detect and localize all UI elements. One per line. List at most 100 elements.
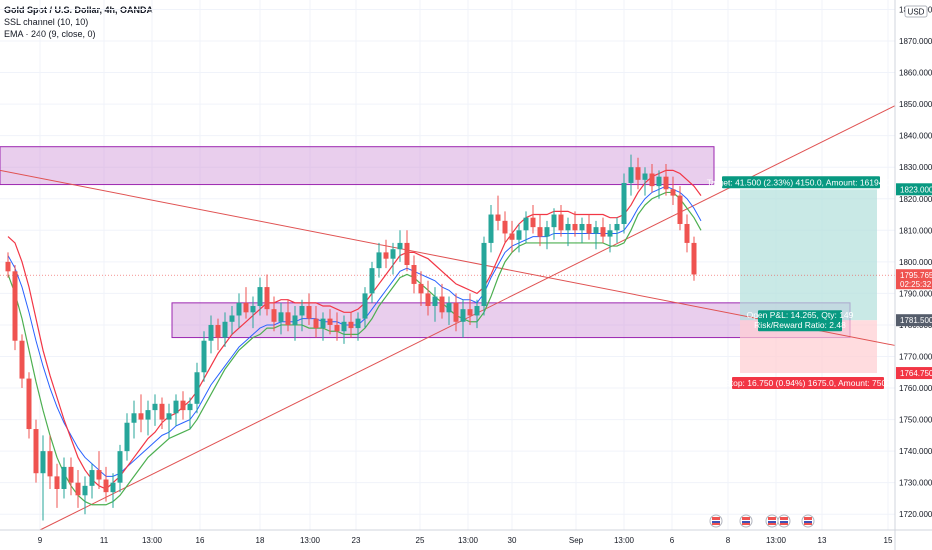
- candle-body: [124, 422, 130, 452]
- candle-body: [551, 214, 557, 228]
- economic-event-icon[interactable]: [777, 514, 791, 528]
- candle-body: [152, 403, 158, 411]
- candle: [166, 403, 172, 439]
- candle-body: [411, 265, 417, 284]
- candle-body: [5, 261, 11, 272]
- candle: [271, 296, 277, 332]
- candle-body: [145, 410, 151, 420]
- economic-event-icon[interactable]: [801, 514, 815, 528]
- candle-body: [40, 451, 46, 474]
- current-price-label-text: 1795.765: [900, 271, 932, 280]
- y-tick-label: 1760.000: [899, 384, 932, 393]
- x-tick-label: 23: [352, 536, 361, 545]
- candle: [467, 293, 473, 325]
- candle: [19, 334, 25, 389]
- candle-body: [572, 223, 578, 231]
- target-price-label: 1823.000: [896, 183, 932, 196]
- candle: [488, 205, 494, 253]
- stop-label: Stop: 16.750 (0.94%) 1675.0, Amount: 750…: [725, 377, 891, 390]
- candle: [691, 236, 697, 281]
- entry-price-label-bg: [896, 314, 932, 327]
- candle: [215, 318, 221, 351]
- candle-body: [397, 242, 403, 250]
- candle-body: [278, 312, 284, 322]
- y-tick-label: 1750.000: [899, 416, 932, 425]
- candle-body: [187, 403, 193, 411]
- event-stripe: [768, 517, 776, 520]
- candle: [313, 306, 319, 338]
- candle-body: [236, 302, 242, 316]
- event-stripe: [780, 523, 788, 525]
- currency-label: USD: [908, 8, 925, 17]
- candle: [663, 164, 669, 196]
- candle-body: [593, 227, 599, 234]
- economic-event-icon[interactable]: [709, 514, 723, 528]
- x-tick-label: 13:00: [142, 536, 163, 545]
- candle-body: [509, 233, 515, 240]
- candle: [341, 315, 347, 344]
- x-tick-label: 13:00: [766, 536, 787, 545]
- y-tick-label: 1840.000: [899, 132, 932, 141]
- economic-event-icon[interactable]: [739, 514, 753, 528]
- candle: [103, 466, 109, 502]
- candle: [54, 463, 60, 508]
- candle-body: [530, 217, 536, 228]
- candle: [306, 293, 312, 325]
- stop-label-text: Stop: 16.750 (0.94%) 1675.0, Amount: 750…: [725, 378, 891, 388]
- position-tool: [740, 189, 877, 374]
- candle-body: [481, 242, 487, 307]
- candle: [481, 236, 487, 316]
- target-label-text: Target: 41.500 (2.33%) 4150.0, Amount: 1…: [707, 177, 896, 187]
- candle: [593, 220, 599, 250]
- candle: [460, 299, 466, 338]
- candle-body: [635, 167, 641, 180]
- candle: [677, 186, 683, 231]
- symbol-title: Gold Spot / U.S. Dollar, 4h, OANDA: [4, 5, 154, 15]
- candle-body: [271, 309, 277, 322]
- stop-price-label: 1764.750: [896, 367, 932, 380]
- indicator-ssl-label: SSL channel (10, 10): [4, 17, 89, 27]
- y-tick-label: 1790.000: [899, 289, 932, 298]
- event-stripe: [804, 521, 812, 523]
- stop-price-label-text: 1764.750: [900, 369, 932, 378]
- candle-body: [54, 476, 60, 489]
- x-tick-label: 15: [884, 536, 893, 545]
- candle: [600, 217, 606, 243]
- candle: [537, 214, 543, 247]
- candle: [404, 230, 410, 272]
- candle: [229, 306, 235, 335]
- candle-body: [229, 315, 235, 322]
- candle: [502, 211, 508, 243]
- pnl-label-bg: [758, 310, 842, 332]
- descending-trendline: [0, 169, 896, 346]
- y-tick-label: 1720.000: [899, 510, 932, 519]
- candle: [355, 312, 361, 341]
- candle: [642, 167, 648, 196]
- candle-body: [117, 451, 123, 483]
- candle: [208, 315, 214, 354]
- candle-body: [467, 309, 473, 316]
- grid: [0, 0, 895, 530]
- candle: [635, 157, 641, 190]
- candle: [180, 391, 186, 420]
- candle: [117, 444, 123, 493]
- candle-body: [313, 318, 319, 329]
- candle-body: [12, 271, 18, 341]
- target-price-label-bg: [896, 183, 932, 196]
- y-tick-label: 1860.000: [899, 69, 932, 78]
- candle-body: [488, 214, 494, 243]
- candle-body: [208, 324, 214, 341]
- candle-body: [579, 223, 585, 231]
- candle: [152, 394, 158, 426]
- candle: [376, 242, 382, 278]
- candle-body: [306, 306, 312, 319]
- candle-body: [376, 252, 382, 269]
- candle: [5, 252, 11, 278]
- economic-event-icon[interactable]: [765, 514, 779, 528]
- candle-body: [96, 470, 102, 480]
- candle-body: [47, 451, 53, 477]
- candle: [138, 394, 144, 433]
- candle-body: [159, 403, 165, 420]
